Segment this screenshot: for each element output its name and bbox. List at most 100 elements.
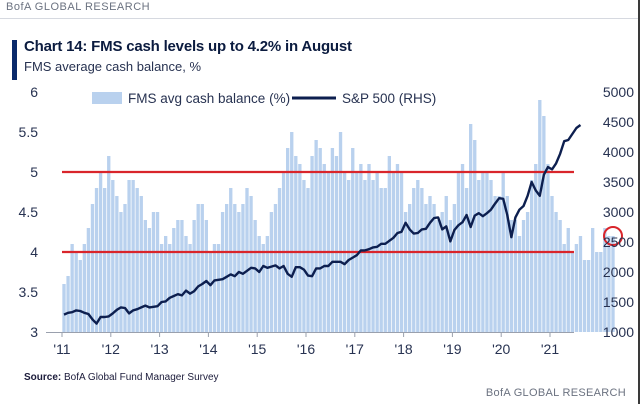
bar bbox=[444, 196, 448, 332]
y-right-tick-label: 4500 bbox=[603, 114, 634, 130]
bar bbox=[94, 188, 99, 332]
bar bbox=[562, 244, 566, 332]
bar bbox=[314, 140, 318, 332]
bar bbox=[273, 204, 278, 332]
header-divider bbox=[0, 18, 640, 19]
bar bbox=[412, 188, 416, 332]
bar bbox=[452, 204, 457, 332]
bar bbox=[90, 204, 95, 332]
bar bbox=[159, 244, 164, 332]
bar bbox=[538, 100, 542, 332]
chart-plot: 3 3.5 4 4.5 5 5.5 6 1000 1500 2000 2500 3000 3500 400… bbox=[19, 84, 635, 357]
bar bbox=[155, 212, 160, 332]
y-left-tick-label: 4.5 bbox=[19, 204, 39, 220]
bar bbox=[204, 220, 208, 332]
axes: 3 3.5 4 4.5 5 5.5 6 1000 1500 2000 2500 3000 3500 400… bbox=[19, 84, 635, 357]
x-tick-label: '19 bbox=[443, 341, 461, 357]
bar bbox=[371, 180, 375, 332]
source-label: Source: bbox=[24, 372, 62, 383]
bar bbox=[578, 236, 583, 332]
y-left-tick-label: 4 bbox=[30, 244, 38, 260]
bar bbox=[546, 164, 550, 332]
sp500-line bbox=[63, 124, 582, 325]
bar bbox=[180, 220, 184, 332]
highlight-marker bbox=[603, 226, 623, 246]
y-right-tick-label: 1500 bbox=[603, 294, 634, 310]
bar bbox=[505, 196, 509, 332]
bar bbox=[387, 156, 391, 332]
bar bbox=[257, 236, 261, 332]
bar bbox=[473, 140, 477, 332]
x-tick-label: '11 bbox=[53, 341, 70, 357]
bar bbox=[115, 196, 119, 332]
source-note: Source: BofA Global Fund Manager Survey bbox=[24, 372, 219, 383]
bar bbox=[509, 220, 513, 332]
right-border bbox=[638, 0, 640, 404]
bar bbox=[135, 188, 139, 332]
top-bar: BofA GLOBAL RESEARCH bbox=[0, 0, 640, 18]
bar bbox=[249, 196, 253, 332]
bars-series bbox=[62, 100, 615, 332]
bar bbox=[82, 244, 86, 332]
bar bbox=[66, 276, 70, 332]
bar bbox=[86, 228, 91, 332]
bar bbox=[611, 236, 615, 332]
bar bbox=[253, 220, 257, 332]
bar bbox=[379, 188, 383, 332]
bar bbox=[330, 148, 335, 332]
y-right-tick-label: 1000 bbox=[603, 324, 634, 340]
title-accent-bar bbox=[12, 40, 17, 80]
bar bbox=[261, 244, 265, 332]
bar bbox=[208, 252, 213, 332]
brand-header: BofA GLOBAL RESEARCH bbox=[6, 1, 151, 13]
source-text: BofA Global Fund Manager Survey bbox=[64, 372, 219, 383]
legend: FMS avg cash balance (%) S&P 500 (RHS) bbox=[92, 91, 436, 106]
y-left-tick-label: 5 bbox=[30, 164, 38, 180]
x-tick-label: '20 bbox=[492, 341, 510, 357]
bar bbox=[347, 180, 351, 332]
bar bbox=[322, 164, 326, 332]
x-tick-label: '14 bbox=[199, 341, 217, 357]
bar bbox=[591, 228, 595, 332]
bar bbox=[302, 180, 306, 332]
y-left-tick-label: 3.5 bbox=[19, 284, 39, 300]
y-right-tick-label: 2000 bbox=[603, 264, 634, 280]
bar bbox=[550, 196, 554, 332]
bar bbox=[62, 284, 66, 332]
x-tick-label: '18 bbox=[394, 341, 412, 357]
bar bbox=[351, 148, 355, 332]
bar bbox=[595, 252, 599, 332]
y-left-tick-label: 3 bbox=[30, 324, 38, 340]
bar bbox=[542, 116, 546, 332]
bar bbox=[233, 204, 237, 332]
bar bbox=[269, 212, 274, 332]
bar bbox=[428, 196, 432, 332]
bar bbox=[477, 180, 481, 332]
bar bbox=[599, 252, 603, 332]
bar bbox=[570, 252, 574, 332]
bar bbox=[147, 228, 152, 332]
bar bbox=[196, 204, 200, 332]
bar bbox=[229, 188, 233, 332]
y-left-tick-label: 5.5 bbox=[19, 124, 39, 140]
x-tick-label: '13 bbox=[150, 341, 168, 357]
bar bbox=[363, 180, 367, 332]
bar bbox=[574, 244, 579, 332]
bar bbox=[168, 244, 172, 332]
bar bbox=[513, 220, 518, 332]
y-right-tick-label: 4000 bbox=[603, 144, 634, 160]
bar bbox=[294, 156, 298, 332]
bar bbox=[338, 132, 343, 332]
bar bbox=[192, 220, 196, 332]
bar bbox=[416, 180, 420, 332]
bar bbox=[225, 204, 229, 332]
legend-label-bars: FMS avg cash balance (%) bbox=[128, 91, 290, 106]
y-right-tick-label: 3000 bbox=[603, 204, 634, 220]
bar bbox=[383, 188, 387, 332]
bar bbox=[188, 244, 192, 332]
bar bbox=[216, 244, 221, 332]
bar bbox=[464, 188, 469, 332]
bar bbox=[184, 236, 188, 332]
bar bbox=[245, 188, 249, 332]
bar bbox=[603, 228, 607, 332]
